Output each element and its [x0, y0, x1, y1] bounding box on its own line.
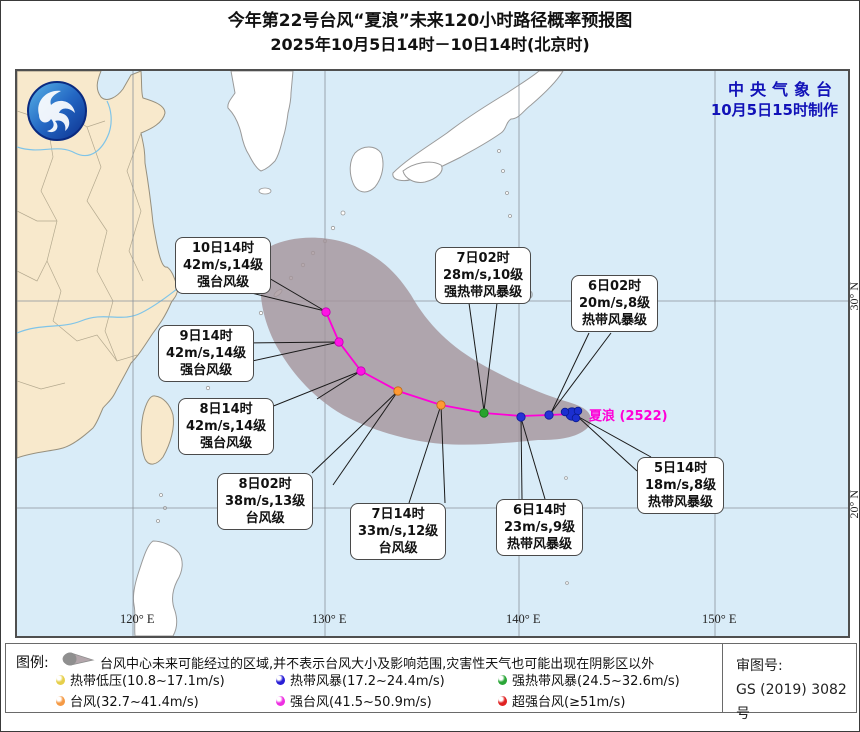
- callout-9d14h: 9日14时 42m/s,14级 强台风级: [158, 325, 255, 382]
- review-value: GS (2019) 3082号: [736, 682, 847, 722]
- callout-time: 10日14时: [191, 241, 255, 256]
- callout-time: 5日14时: [653, 461, 708, 476]
- legend-item-label: 热带低压(10.8~17.1m/s): [70, 674, 225, 689]
- callout-6d02h: 6日02时 20m/s,8级 热带风暴级: [571, 275, 659, 332]
- callout-wind: 42m/s,14级: [166, 346, 247, 361]
- callout-time: 8日02时: [238, 477, 292, 492]
- track-point-8d14h: [356, 366, 366, 376]
- callout-level: 强台风级: [197, 275, 250, 290]
- callout-level: 强台风级: [200, 436, 253, 451]
- callout-wind: 23m/s,9级: [504, 520, 576, 535]
- taiwan-island: [140, 395, 174, 465]
- lon-label-140e: 140° E: [506, 612, 541, 626]
- track-point-6d02h: [544, 410, 554, 420]
- callout-wind: 42m/s,14级: [186, 419, 267, 434]
- legend-title: 图例:: [16, 655, 49, 671]
- track-points: [321, 307, 583, 423]
- td-marker-icon: [56, 674, 65, 685]
- legend-item-label: 超强台风(≥51m/s): [512, 695, 626, 710]
- callout-wind: 38m/s,13级: [225, 494, 306, 509]
- agency-issued-time: 10月5日15时制作: [710, 101, 838, 119]
- callout-time: 7日14时: [371, 507, 425, 522]
- agency-name: 中央气象台: [727, 80, 838, 99]
- callout-time: 9日14时: [179, 329, 233, 344]
- track-point-7d14h: [436, 400, 446, 410]
- callout-7d14h: 7日14时 33m/s,12级 台风级: [350, 503, 447, 560]
- cone-icon: [62, 651, 96, 671]
- callout-wind: 18m/s,8级: [645, 478, 717, 493]
- title-line2: 2025年10月5日14时－10日14时(北京时): [270, 35, 590, 54]
- legend-item-sty: 强台风(41.5~50.9m/s): [276, 691, 432, 710]
- callout-wind: 33m/s,12级: [358, 524, 439, 539]
- page-title: 今年第22号台风“夏浪”未来120小时路径概率预报图 2025年10月5日14时…: [1, 9, 859, 56]
- callout-time: 8日14时: [199, 402, 253, 417]
- legend-item-super-ty: 超强台风(≥51m/s): [498, 691, 625, 710]
- callout-level: 热带风暴级: [582, 313, 648, 328]
- legend-item-ts: 热带风暴(17.2~24.4m/s): [276, 670, 445, 689]
- callout-time: 6日02时: [587, 279, 642, 294]
- callout-8d14h: 8日14时 42m/s,14级 强台风级: [178, 398, 275, 455]
- luzon-island: [132, 540, 183, 636]
- cone-note: 台风中心未来可能经过的区域,并不表示台风大小及影响范围,灾害性天气也可能出现在阴…: [100, 657, 655, 672]
- callout-level: 热带风暴级: [648, 495, 714, 510]
- sts-marker-icon: [498, 674, 507, 685]
- track-point-10d14h: [321, 307, 331, 317]
- japan-landmass: [349, 71, 564, 193]
- forecast-map: 120° E 130° E 140° E 150° E 30: [15, 69, 850, 638]
- ty-marker-icon: [56, 695, 65, 706]
- legend: 图例: 台风中心未来可能经过的区域,并不表示台风大小及影响范围,灾害性天气也可能…: [5, 643, 857, 722]
- cma-logo-icon: [25, 79, 89, 143]
- legend-item-label: 强热带风暴(24.5~32.6m/s): [512, 674, 680, 689]
- lon-label-120e: 120° E: [120, 612, 155, 626]
- ts-marker-icon: [276, 674, 285, 685]
- super-ty-marker-icon: [498, 695, 507, 706]
- legend-divider: [722, 644, 723, 712]
- legend-item-label: 台风(32.7~41.4m/s): [70, 695, 199, 710]
- title-line1: 今年第22号台风“夏浪”未来120小时路径概率预报图: [227, 11, 633, 31]
- callout-level: 台风级: [378, 541, 418, 556]
- callout-level: 台风级: [245, 511, 285, 526]
- legend-item-label: 强台风(41.5~50.9m/s): [290, 695, 432, 710]
- lon-label-150e: 150° E: [702, 612, 737, 626]
- lon-label-130e: 130° E: [312, 612, 347, 626]
- track-point-8d02h: [393, 386, 403, 396]
- callout-8d02h: 8日02时 38m/s,13级 台风级: [217, 473, 314, 530]
- callout-6d14h: 6日14时 23m/s,9级 热带风暴级: [496, 499, 584, 556]
- map-review-number: 审图号: GS (2019) 3082号: [736, 654, 856, 726]
- callout-time: 6日14时: [512, 503, 567, 518]
- callout-wind: 20m/s,8级: [579, 296, 651, 311]
- legend-item-label: 热带风暴(17.2~24.4m/s): [290, 674, 445, 689]
- callout-10d14h: 10日14时 42m/s,14级 强台风级: [175, 237, 272, 294]
- track-point-current: [560, 406, 583, 423]
- callout-7d02h: 7日02时 28m/s,10级 强热带风暴级: [435, 247, 532, 304]
- jeju-island: [258, 187, 272, 195]
- legend-item-ty: 台风(32.7~41.4m/s): [56, 691, 199, 710]
- callout-5d14h: 5日14时 18m/s,8级 热带风暴级: [637, 457, 725, 514]
- lat-label-20n: 20° N: [847, 490, 860, 519]
- review-label: 审图号:: [736, 658, 783, 674]
- callout-wind: 28m/s,10级: [443, 268, 524, 283]
- sty-marker-icon: [276, 695, 285, 706]
- track-point-7d02h: [479, 408, 489, 418]
- callout-level: 热带风暴级: [507, 537, 573, 552]
- callout-time: 7日02时: [456, 251, 510, 266]
- legend-item-td: 热带低压(10.8~17.1m/s): [56, 670, 225, 689]
- track-point-9d14h: [334, 337, 344, 347]
- callout-level: 强台风级: [180, 363, 233, 378]
- track-point-6d14h: [516, 412, 526, 422]
- korea-landmass: [227, 71, 294, 172]
- callout-wind: 42m/s,14级: [183, 258, 264, 273]
- callout-level: 强热带风暴级: [444, 285, 523, 300]
- agency-credit: 中央气象台 10月5日15时制作: [711, 79, 838, 120]
- lat-label-30n: 30° N: [847, 282, 860, 311]
- china-landmass: [17, 71, 179, 459]
- probability-cone: [260, 237, 591, 445]
- legend-item-sts: 强热带风暴(24.5~32.6m/s): [498, 670, 680, 689]
- storm-name-label: 夏浪 (2522): [589, 409, 668, 424]
